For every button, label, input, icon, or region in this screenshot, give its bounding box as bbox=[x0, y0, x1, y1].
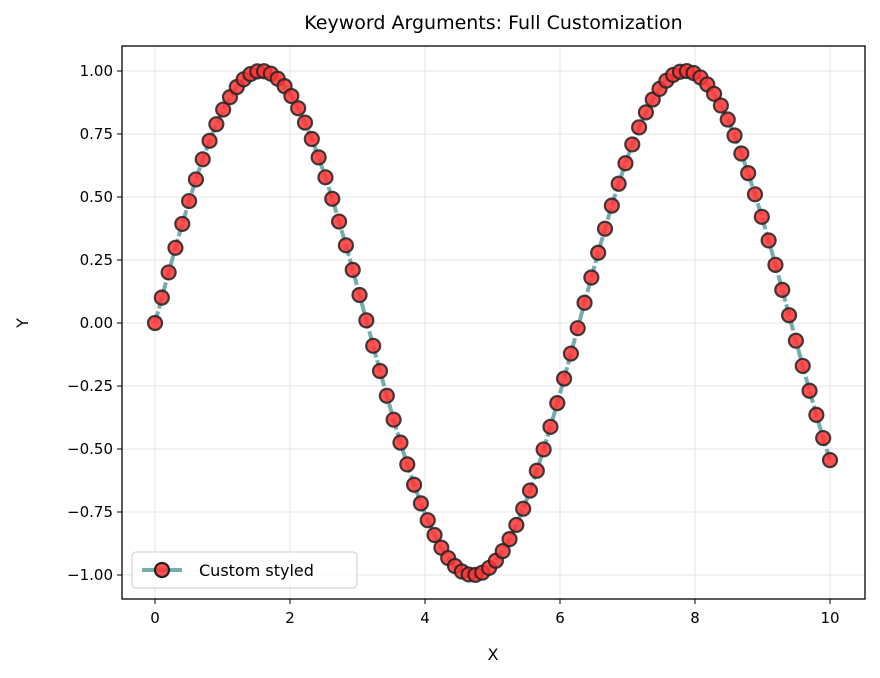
y-tick-label: 0.25 bbox=[80, 251, 113, 269]
data-point bbox=[180, 192, 198, 210]
data-point bbox=[521, 482, 539, 499]
y-tick-label: −0.25 bbox=[67, 377, 113, 395]
data-point bbox=[794, 357, 811, 375]
data-point bbox=[317, 169, 334, 186]
y-tick-label: −0.50 bbox=[67, 440, 113, 458]
data-point bbox=[719, 111, 736, 128]
data-point bbox=[330, 213, 348, 230]
axes-frame bbox=[121, 45, 866, 600]
y-tick-label: −0.75 bbox=[67, 503, 113, 521]
data-point bbox=[712, 97, 730, 114]
data-point bbox=[815, 429, 832, 447]
data-point bbox=[726, 127, 743, 144]
data-point bbox=[337, 237, 355, 254]
x-tick-label: 6 bbox=[555, 609, 565, 627]
data-point bbox=[569, 320, 586, 337]
data-point bbox=[528, 462, 545, 479]
y-tick-label: 0.00 bbox=[80, 314, 113, 332]
y-tick-label: 1.00 bbox=[80, 62, 113, 80]
legend: Custom styled bbox=[131, 551, 358, 589]
x-tick-label: 0 bbox=[150, 609, 160, 627]
data-point bbox=[508, 516, 525, 534]
x-tick-label: 2 bbox=[285, 609, 295, 627]
data-point bbox=[501, 531, 518, 548]
data-point bbox=[733, 145, 750, 162]
x-tick-label: 8 bbox=[690, 609, 700, 627]
data-point bbox=[767, 256, 784, 273]
data-point bbox=[412, 495, 430, 512]
data-point bbox=[821, 451, 839, 469]
data-point bbox=[535, 441, 552, 458]
data-point bbox=[760, 232, 777, 249]
data-point bbox=[624, 136, 641, 153]
data-point bbox=[399, 456, 416, 473]
data-point bbox=[542, 418, 559, 435]
data-point bbox=[365, 337, 382, 354]
data-point bbox=[303, 130, 320, 148]
data-point bbox=[780, 307, 798, 324]
data-point bbox=[187, 171, 205, 188]
data-point bbox=[740, 165, 757, 182]
data-point bbox=[746, 186, 764, 203]
data-point bbox=[603, 197, 620, 214]
data-point bbox=[351, 286, 368, 304]
data-point bbox=[555, 370, 573, 387]
y-tick-label: 0.75 bbox=[80, 125, 113, 143]
data-point bbox=[358, 312, 375, 329]
data-point bbox=[324, 190, 341, 207]
data-point bbox=[705, 85, 723, 102]
data-point bbox=[753, 208, 770, 225]
data-point bbox=[215, 101, 232, 118]
legend-label: Custom styled bbox=[199, 561, 314, 580]
chart-title: Keyword Arguments: Full Customization bbox=[304, 12, 683, 34]
data-point bbox=[405, 476, 423, 493]
x-tick-label: 4 bbox=[420, 609, 430, 627]
data-point bbox=[419, 512, 436, 529]
y-tick-label: 0.50 bbox=[80, 188, 113, 206]
data-point bbox=[160, 264, 177, 281]
data-point bbox=[146, 314, 164, 332]
y-tick-label: −1.00 bbox=[67, 566, 113, 584]
y-axis-label: Y bbox=[13, 318, 32, 329]
data-point bbox=[549, 395, 566, 412]
data-point bbox=[208, 116, 225, 133]
data-point bbox=[153, 289, 170, 306]
data-point bbox=[630, 119, 648, 136]
data-point bbox=[371, 362, 389, 380]
x-tick-label: 10 bbox=[820, 609, 839, 627]
data-point bbox=[494, 542, 511, 560]
data-point bbox=[808, 406, 825, 423]
data-point bbox=[426, 526, 443, 544]
data-point bbox=[617, 155, 634, 172]
data-point bbox=[576, 294, 593, 311]
data-point bbox=[385, 411, 402, 428]
data-point bbox=[610, 175, 627, 192]
data-point bbox=[392, 434, 409, 451]
data-point bbox=[774, 281, 791, 298]
data-point bbox=[787, 332, 805, 349]
data-point bbox=[583, 269, 600, 286]
data-point bbox=[515, 500, 532, 517]
data-point bbox=[283, 87, 300, 105]
data-point bbox=[201, 132, 218, 149]
data-point bbox=[194, 151, 211, 168]
data-point bbox=[310, 149, 327, 166]
data-point bbox=[590, 244, 607, 261]
data-point bbox=[296, 114, 314, 131]
data-point bbox=[562, 345, 580, 362]
data-point bbox=[596, 220, 614, 237]
x-axis-label: X bbox=[488, 645, 499, 664]
data-point bbox=[344, 261, 361, 279]
data-point bbox=[167, 239, 184, 256]
data-point bbox=[801, 382, 818, 399]
data-point bbox=[378, 387, 395, 404]
data-point bbox=[637, 104, 655, 121]
data-point bbox=[290, 100, 307, 117]
data-point bbox=[174, 215, 191, 233]
